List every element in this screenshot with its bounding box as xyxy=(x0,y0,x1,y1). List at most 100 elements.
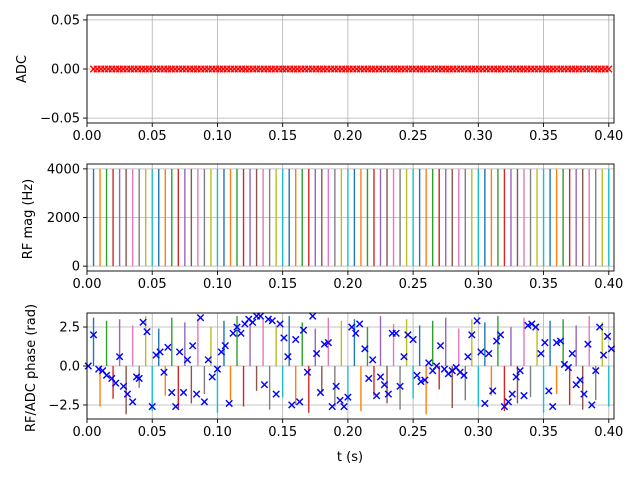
data-marks xyxy=(92,168,610,267)
adc-phase-point xyxy=(599,351,608,359)
adc-phase-point xyxy=(179,388,188,397)
adc-phase-point-stroke xyxy=(548,402,557,411)
adc-phase-point-stroke xyxy=(336,396,344,404)
adc-phase-point xyxy=(264,315,273,323)
adc-phase-point xyxy=(168,388,176,397)
adc-phase-point-stroke xyxy=(372,391,381,400)
y-ticks: 0.05 0.00 −0.05 xyxy=(40,13,87,127)
x-tick-label: 0.15 xyxy=(268,277,297,292)
adc-phase-point xyxy=(237,329,245,337)
adc-phase-point-stroke xyxy=(332,382,340,390)
adc-phase-point-stroke xyxy=(200,398,209,406)
adc-phase-point-stroke xyxy=(432,362,441,370)
adc-phase-point xyxy=(417,377,425,386)
adc-phase-point xyxy=(464,352,472,361)
adc-phase-point xyxy=(348,323,356,331)
adc-panel: ADC 0.00 0.05 0.10 0.15 0.20 0.25 0.30 0.35 0.40… xyxy=(15,13,623,144)
x-tick-label: 0.15 xyxy=(268,425,297,440)
adc-phase-point xyxy=(485,349,493,358)
adc-phase-point-stroke xyxy=(108,374,116,383)
adc-phase-point-stroke xyxy=(284,352,292,361)
adc-phase-point xyxy=(361,345,369,353)
x-tick-label: 0.05 xyxy=(138,277,167,292)
adc-phase-point xyxy=(592,366,600,375)
y-ticks: 4000 2000 0 xyxy=(47,162,87,275)
adc-phase-point xyxy=(532,323,540,331)
adc-phase-point-stroke xyxy=(352,329,360,337)
adc-phase-point-stroke xyxy=(248,318,257,327)
adc-phase-point-stroke xyxy=(425,359,433,367)
adc-phase-point-stroke xyxy=(340,402,348,411)
adc-phase-point-stroke xyxy=(344,393,352,401)
y-tick-label: −0.05 xyxy=(40,112,80,127)
adc-phase-point xyxy=(537,349,545,358)
adc-phase-point-stroke xyxy=(404,331,412,339)
adc-phase-point xyxy=(160,368,168,376)
x-tick-label: 0.20 xyxy=(333,277,362,292)
adc-phase-point-stroke xyxy=(607,345,616,353)
adc-phase-point-stroke xyxy=(584,340,592,348)
adc-phase-point-stroke xyxy=(128,398,137,406)
adc-phase-point-stroke xyxy=(580,390,588,398)
adc-phase-point xyxy=(328,402,336,411)
adc-phase-point-stroke xyxy=(312,349,321,358)
adc-phase-point xyxy=(477,348,485,356)
adc-phase-point-stroke xyxy=(588,401,596,409)
adc-phase-point-stroke xyxy=(95,365,103,373)
adc-phase-point xyxy=(400,352,408,361)
adc-phase-point xyxy=(504,398,513,406)
adc-phase-point xyxy=(392,329,400,337)
y-tick-label: 2000 xyxy=(47,211,80,226)
adc-phase-point xyxy=(316,388,325,397)
adc-phase-point-stroke xyxy=(409,335,417,344)
adc-phase-point xyxy=(280,334,288,342)
data-marks xyxy=(84,312,616,415)
x-tick-label: 0.00 xyxy=(73,425,102,440)
adc-phase-point xyxy=(580,390,588,398)
adc-phase-point xyxy=(413,371,421,380)
adc-phase-point-stroke xyxy=(376,373,385,381)
adc-phase-point xyxy=(584,340,592,348)
adc-phase-point xyxy=(292,335,300,344)
adc-phase-point xyxy=(172,402,180,411)
adc-phase-point xyxy=(225,399,233,408)
adc-phase-point xyxy=(365,374,373,383)
adc-phase-point xyxy=(552,338,561,347)
adc-phase-point-stroke xyxy=(537,349,545,358)
adc-phase-point-stroke xyxy=(504,398,513,406)
adc-phase-point xyxy=(344,393,352,401)
x-tick-label: 0.30 xyxy=(464,425,493,440)
adc-phase-point-stroke xyxy=(552,338,561,347)
adc-phase-point xyxy=(196,313,205,322)
phase-xlabel: t (s) xyxy=(337,450,363,465)
adc-phase-point-stroke xyxy=(303,368,312,376)
adc-phase-point-stroke xyxy=(233,323,241,331)
adc-phase-point xyxy=(164,343,172,351)
adc-phase-point-stroke xyxy=(179,388,188,397)
adc-phase-point-stroke xyxy=(299,326,308,334)
adc-phase-point-stroke xyxy=(276,320,284,328)
adc-phase-point xyxy=(603,332,612,341)
adc-phase-point-stroke xyxy=(396,382,404,390)
adc-phase-point-stroke xyxy=(102,371,111,380)
adc-phase-point-stroke xyxy=(112,379,120,387)
adc-phase-point xyxy=(256,312,265,320)
adc-phase-point-stroke xyxy=(532,323,540,331)
adc-phase-point-stroke xyxy=(168,388,176,397)
adc-phase-point-stroke xyxy=(488,387,497,395)
adc-phase-point-stroke xyxy=(260,381,269,389)
adc-phase-point-stroke xyxy=(452,363,460,372)
y-tick-label: 0.05 xyxy=(51,13,80,28)
adc-phase-point xyxy=(355,320,364,328)
adc-phase-point-stroke xyxy=(361,345,369,353)
adc-phase-point-stroke xyxy=(89,331,98,339)
adc-phase-point xyxy=(516,366,524,375)
adc-phase-point-stroke xyxy=(132,373,141,381)
x-ticks: 0.00 0.05 0.10 0.15 0.20 0.25 0.30 0.35 0.40 xyxy=(73,123,623,144)
x-tick-label: 0.00 xyxy=(73,277,102,292)
x-tick-label: 0.40 xyxy=(594,277,623,292)
adc-phase-point-stroke xyxy=(512,373,520,381)
adc-phase-point xyxy=(221,342,229,350)
adc-phase-point xyxy=(192,390,201,398)
